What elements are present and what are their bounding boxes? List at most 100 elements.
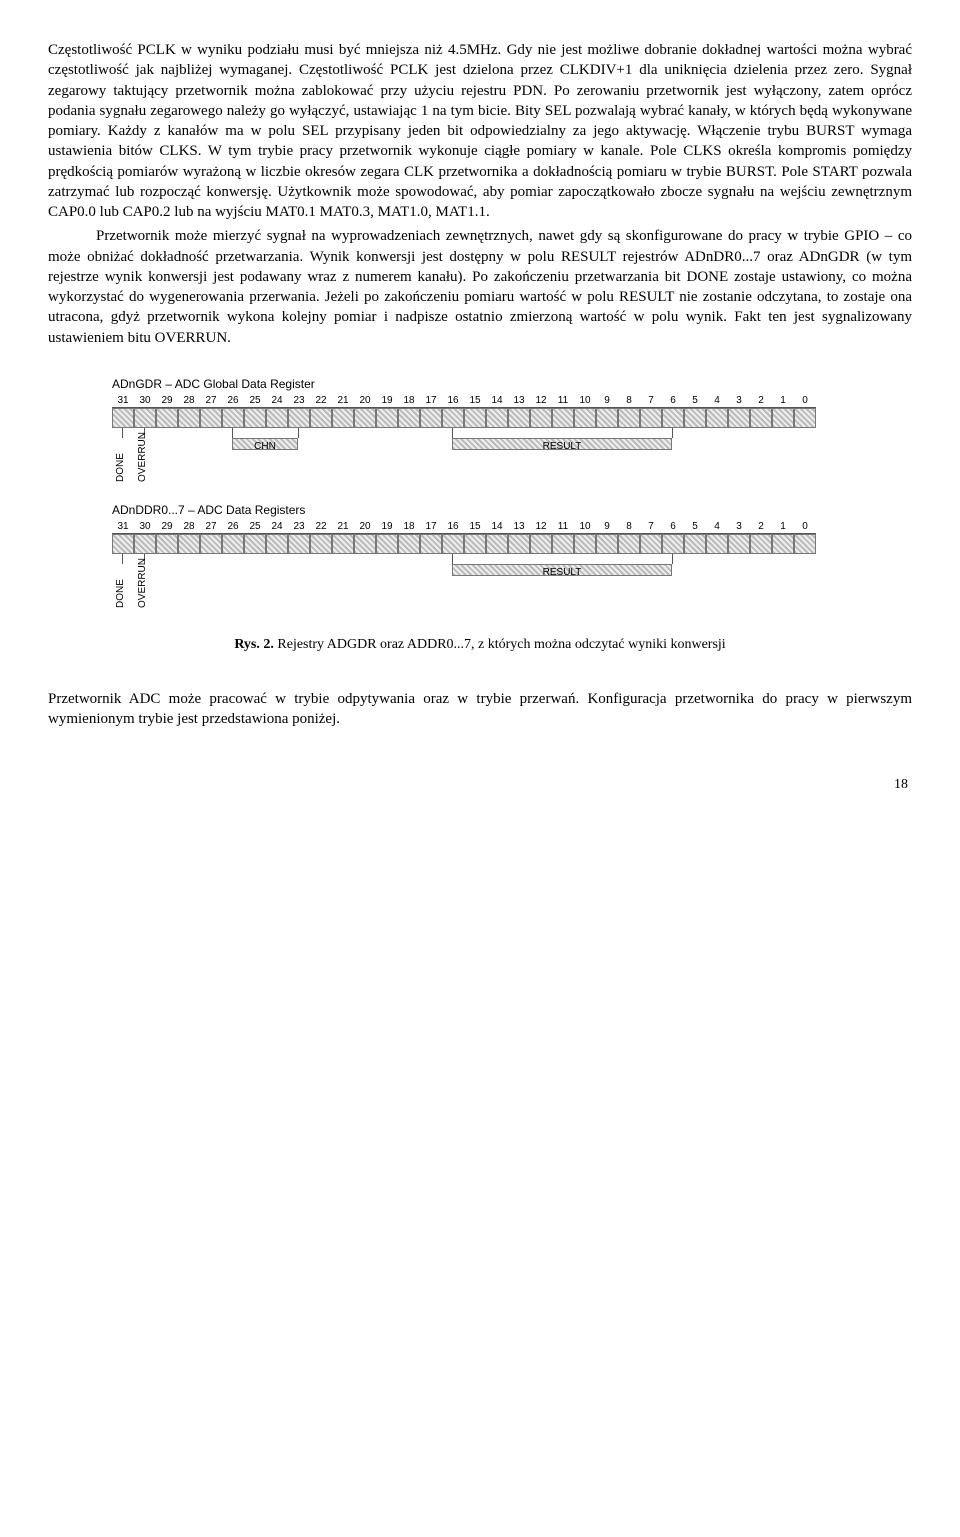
- bit-hatch-cell: [464, 534, 486, 554]
- bit-index-cell: 28: [178, 520, 200, 534]
- bit-index-cell: 19: [376, 520, 398, 534]
- bit-index-cell: 2: [750, 520, 772, 534]
- bit-hatch-row: [112, 408, 912, 428]
- bit-hatch-cell: [354, 408, 376, 428]
- field-label-done: DONE: [114, 560, 128, 608]
- field-label-overrun: OVERRUN: [136, 560, 150, 608]
- bit-index-cell: 25: [244, 394, 266, 408]
- bit-hatch-cell: [596, 534, 618, 554]
- bit-index-cell: 24: [266, 394, 288, 408]
- bit-index-cell: 1: [772, 394, 794, 408]
- bit-hatch-cell: [266, 534, 288, 554]
- body-paragraph-1: Częstotliwość PCLK w wyniku podziału mus…: [48, 40, 912, 222]
- bit-hatch-cell: [112, 534, 134, 554]
- bit-hatch-cell: [442, 534, 464, 554]
- bit-hatch-cell: [552, 408, 574, 428]
- bit-index-cell: 27: [200, 394, 222, 408]
- bit-index-cell: 21: [332, 394, 354, 408]
- bit-index-cell: 15: [464, 520, 486, 534]
- bit-index-cell: 20: [354, 394, 376, 408]
- body-paragraph-3: Przetwornik ADC może pracować w trybie o…: [48, 689, 912, 730]
- bit-hatch-cell: [684, 534, 706, 554]
- bit-index-cell: 8: [618, 394, 640, 408]
- bit-index-cell: 29: [156, 520, 178, 534]
- bit-index-cell: 27: [200, 520, 222, 534]
- bit-index-cell: 18: [398, 394, 420, 408]
- bit-hatch-cell: [486, 408, 508, 428]
- bit-index-cell: 4: [706, 394, 728, 408]
- bit-index-cell: 26: [222, 520, 244, 534]
- bit-hatch-cell: [574, 408, 596, 428]
- bit-index-cell: 7: [640, 520, 662, 534]
- bit-hatch-cell: [750, 534, 772, 554]
- bit-hatch-cell: [530, 408, 552, 428]
- page-number: 18: [48, 776, 912, 795]
- bit-index-cell: 24: [266, 520, 288, 534]
- bit-hatch-cell: [332, 408, 354, 428]
- bit-index-cell: 23: [288, 394, 310, 408]
- bit-index-cell: 20: [354, 520, 376, 534]
- bit-index-cell: 17: [420, 394, 442, 408]
- bit-hatch-cell: [200, 408, 222, 428]
- bit-hatch-cell: [442, 408, 464, 428]
- bit-index-cell: 14: [486, 394, 508, 408]
- bit-index-cell: 10: [574, 394, 596, 408]
- bit-index-cell: 1: [772, 520, 794, 534]
- bit-hatch-row: [112, 534, 912, 554]
- bit-hatch-cell: [112, 408, 134, 428]
- bit-index-cell: 0: [794, 520, 816, 534]
- bit-index-cell: 25: [244, 520, 266, 534]
- figure-caption-text: Rejestry ADGDR oraz ADDR0...7, z których…: [274, 637, 726, 652]
- bit-hatch-cell: [508, 408, 530, 428]
- bit-hatch-cell: [420, 534, 442, 554]
- bit-index-cell: 26: [222, 394, 244, 408]
- bit-index-cell: 29: [156, 394, 178, 408]
- bit-index-cell: 12: [530, 520, 552, 534]
- bit-hatch-cell: [288, 534, 310, 554]
- bit-index-cell: 31: [112, 394, 134, 408]
- bit-index-cell: 17: [420, 520, 442, 534]
- bit-index-cell: 6: [662, 520, 684, 534]
- bit-hatch-cell: [310, 534, 332, 554]
- bit-hatch-cell: [464, 408, 486, 428]
- bit-index-cell: 22: [310, 394, 332, 408]
- bit-hatch-cell: [486, 534, 508, 554]
- bit-hatch-cell: [200, 534, 222, 554]
- bit-hatch-cell: [156, 534, 178, 554]
- bit-hatch-cell: [640, 534, 662, 554]
- field-label-done: DONE: [114, 434, 128, 482]
- bit-index-cell: 18: [398, 520, 420, 534]
- bit-index-cell: 13: [508, 394, 530, 408]
- bit-index-cell: 10: [574, 520, 596, 534]
- bit-hatch-cell: [640, 408, 662, 428]
- bit-hatch-cell: [156, 408, 178, 428]
- bit-hatch-cell: [772, 534, 794, 554]
- field-label-result: RESULT: [543, 440, 582, 454]
- bit-index-cell: 11: [552, 520, 574, 534]
- bit-hatch-cell: [772, 408, 794, 428]
- bit-index-cell: 6: [662, 394, 684, 408]
- bit-hatch-cell: [354, 534, 376, 554]
- bit-hatch-cell: [134, 408, 156, 428]
- bit-hatch-cell: [376, 534, 398, 554]
- bit-index-cell: 14: [486, 520, 508, 534]
- bit-hatch-cell: [662, 534, 684, 554]
- figure-caption: Rys. 2. Rejestry ADGDR oraz ADDR0...7, z…: [48, 636, 912, 655]
- bit-index-cell: 30: [134, 520, 156, 534]
- bit-hatch-cell: [178, 408, 200, 428]
- bit-hatch-cell: [750, 408, 772, 428]
- bit-index-cell: 5: [684, 394, 706, 408]
- bit-index-cell: 3: [728, 520, 750, 534]
- field-label-overrun: OVERRUN: [136, 434, 150, 482]
- field-label-result: RESULT: [543, 566, 582, 580]
- register-title: ADnGDR – ADC Global Data Register: [112, 376, 912, 392]
- bit-index-cell: 8: [618, 520, 640, 534]
- bit-hatch-cell: [706, 534, 728, 554]
- bit-hatch-cell: [574, 534, 596, 554]
- bit-hatch-cell: [244, 534, 266, 554]
- bit-hatch-cell: [178, 534, 200, 554]
- bit-hatch-cell: [398, 534, 420, 554]
- register-diagram-adnddr: ADnDDR0...7 – ADC Data Registers 3130292…: [112, 502, 912, 610]
- bit-index-row: 3130292827262524232221201918171615141312…: [112, 520, 912, 534]
- bit-hatch-cell: [618, 534, 640, 554]
